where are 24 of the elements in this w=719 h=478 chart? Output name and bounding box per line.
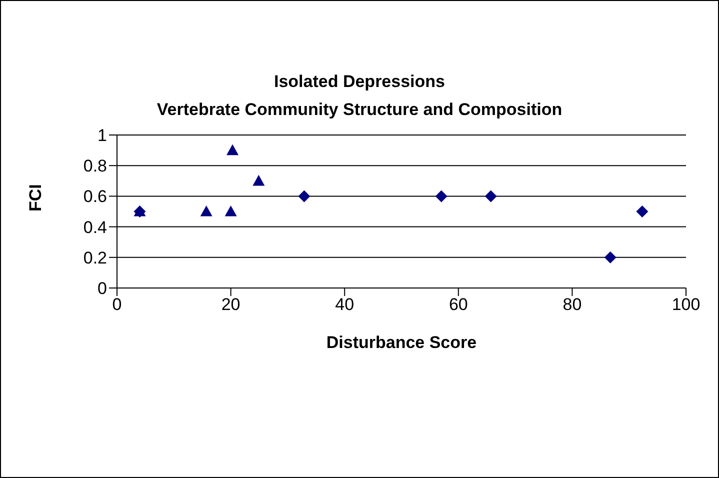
point [252, 174, 265, 186]
y-tick-label: 0.4 [83, 218, 107, 237]
point [298, 190, 310, 202]
point [200, 206, 212, 216]
point [636, 206, 648, 218]
y-axis-title: FCI [26, 184, 46, 212]
x-tick-label: 20 [221, 295, 240, 314]
y-tick-label: 0.6 [83, 187, 107, 206]
point [484, 190, 497, 202]
x-tick-label: 0 [112, 295, 122, 314]
x-tick-label: 40 [335, 295, 354, 314]
chart-title: Isolated Depressions Vertebrate Community Structure and Composition [156, 71, 564, 121]
point [226, 144, 239, 156]
x-tick-label: 60 [448, 295, 468, 314]
y-tick-label: 1 [98, 126, 107, 146]
point [435, 190, 448, 202]
y-tick-label: 0.8 [83, 156, 107, 176]
y-tick-label: 0 [98, 279, 107, 298]
point [224, 206, 237, 216]
x-axis-title: Disturbance Score [326, 333, 477, 352]
point [604, 251, 616, 264]
x-tick-label: 100 [672, 295, 700, 314]
x-tick-label: 80 [562, 295, 582, 314]
y-tick-label: 0.2 [83, 248, 107, 268]
